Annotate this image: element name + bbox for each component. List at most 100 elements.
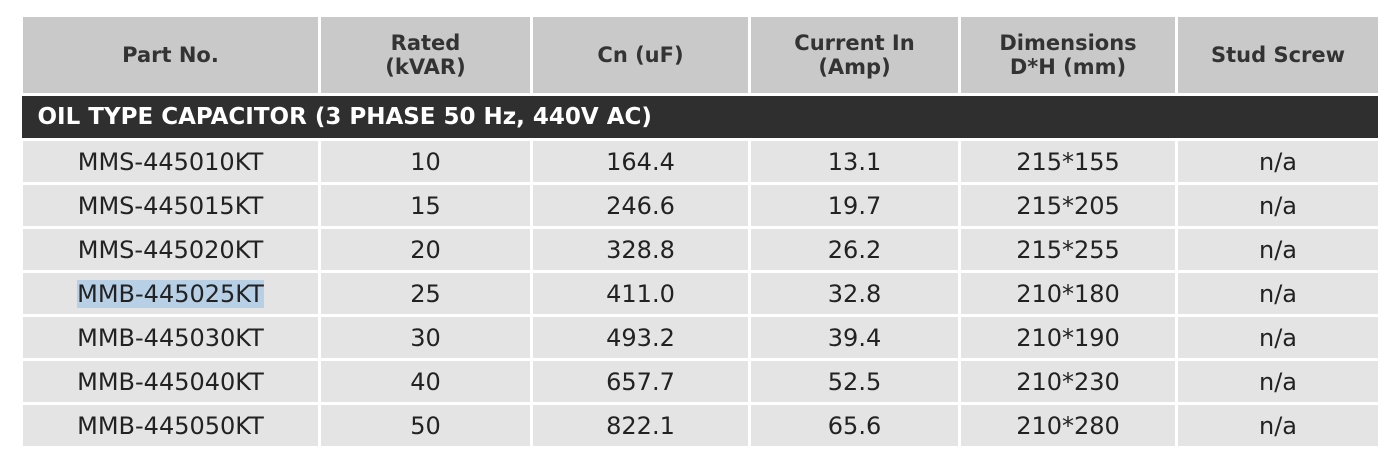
cell-text: MMS-445010KT — [77, 147, 264, 176]
cell-text: 52.5 — [827, 367, 882, 396]
cell-text: n/a — [1258, 323, 1297, 352]
table-cell: 52.5 — [748, 358, 961, 405]
cell-text: 164.4 — [606, 147, 675, 176]
cell-text: MMS-445020KT — [77, 235, 264, 264]
cell-text: 215*155 — [1016, 147, 1120, 176]
table-cell: 164.4 — [530, 138, 751, 185]
table-row: MMB-445040KT 40 657.7 52.5 210*230 n/a — [20, 358, 1381, 405]
column-header: Part No. — [20, 14, 321, 96]
cell-text: n/a — [1258, 279, 1297, 308]
table-cell: 26.2 — [748, 226, 961, 273]
cell-text: 39.4 — [827, 323, 882, 352]
cell-text: MMB-445030KT — [77, 323, 264, 352]
cell-text: 15 — [410, 191, 441, 220]
table-cell: 210*280 — [958, 402, 1178, 449]
cell-text: 246.6 — [606, 191, 675, 220]
cell-text: 30 — [410, 323, 441, 352]
section-row: OIL TYPE CAPACITOR (3 PHASE 50 Hz, 440V … — [21, 93, 1381, 141]
cell-text: 13.1 — [827, 147, 882, 176]
header-row: Part No. Rated (kVAR) Cn (uF) Current In (A… — [20, 14, 1381, 96]
table-cell: 822.1 — [530, 402, 751, 449]
table-cell: MMS-445015KT — [20, 182, 321, 229]
table-cell: n/a — [1175, 314, 1381, 361]
table-cell: 411.0 — [530, 270, 751, 317]
table-row: MMS-445020KT 20 328.8 26.2 215*255 n/a — [20, 226, 1381, 273]
table-cell: 32.8 — [748, 270, 961, 317]
table-cell: MMB-445040KT — [20, 358, 321, 405]
cell-text: 25 — [410, 279, 441, 308]
table-row: MMB-445025KT 25 411.0 32.8 210*180 n/a — [20, 270, 1381, 317]
table-row: MMS-445010KT 10 164.4 13.1 215*155 n/a — [20, 138, 1381, 185]
cell-text: MMB-445025KT — [77, 279, 264, 308]
table-cell: MMB-445050KT — [20, 402, 321, 449]
table-cell: 215*155 — [958, 138, 1178, 185]
table-cell: 25 — [318, 270, 533, 317]
table-cell: 50 — [318, 402, 533, 449]
table-cell: 493.2 — [530, 314, 751, 361]
table-cell: 15 — [318, 182, 533, 229]
cell-text: 215*205 — [1016, 191, 1120, 220]
table-cell: n/a — [1175, 138, 1381, 185]
table-cell: n/a — [1175, 226, 1381, 273]
cell-text: 19.7 — [827, 191, 882, 220]
column-header: Stud Screw — [1175, 14, 1381, 96]
table-cell: 40 — [318, 358, 533, 405]
cell-text: 210*280 — [1016, 411, 1120, 440]
table-cell: 210*190 — [958, 314, 1178, 361]
cell-text: 411.0 — [606, 279, 675, 308]
cell-text: MMB-445050KT — [77, 411, 264, 440]
cell-text: 210*180 — [1016, 279, 1120, 308]
section-title: OIL TYPE CAPACITOR (3 PHASE 50 Hz, 440V … — [21, 93, 1381, 141]
table-cell: n/a — [1175, 270, 1381, 317]
cell-text: 65.6 — [827, 411, 882, 440]
table-cell: 13.1 — [748, 138, 961, 185]
table-cell: 328.8 — [530, 226, 751, 273]
cell-text: 210*230 — [1016, 367, 1120, 396]
table-row: MMS-445015KT 15 246.6 19.7 215*205 n/a — [20, 182, 1381, 229]
cell-text: MMB-445040KT — [77, 367, 264, 396]
cell-text: 657.7 — [606, 367, 675, 396]
table-cell: 10 — [318, 138, 533, 185]
column-header: Current In (Amp) — [748, 14, 961, 96]
table-cell: 210*230 — [958, 358, 1178, 405]
table-cell: 215*255 — [958, 226, 1178, 273]
column-header: Dimensions D*H (mm) — [958, 14, 1178, 96]
table-cell: 39.4 — [748, 314, 961, 361]
cell-text: 210*190 — [1016, 323, 1120, 352]
table-cell: 19.7 — [748, 182, 961, 229]
table-cell: 657.7 — [530, 358, 751, 405]
cell-text: n/a — [1258, 191, 1297, 220]
spec-table: Part No. Rated (kVAR) Cn (uF) Current In (A… — [20, 14, 1381, 449]
table-row: MMB-445030KT 30 493.2 39.4 210*190 n/a — [20, 314, 1381, 361]
cell-text: 822.1 — [606, 411, 675, 440]
cell-text: 26.2 — [827, 235, 882, 264]
table-cell: 30 — [318, 314, 533, 361]
cell-text: MMS-445015KT — [77, 191, 264, 220]
table-cell: MMS-445020KT — [20, 226, 321, 273]
cell-text: 50 — [410, 411, 441, 440]
cell-text: 40 — [410, 367, 441, 396]
cell-text: n/a — [1258, 235, 1297, 264]
cell-text: 32.8 — [827, 279, 882, 308]
table-cell: n/a — [1175, 358, 1381, 405]
cell-text: 328.8 — [606, 235, 675, 264]
cell-text: 20 — [410, 235, 441, 264]
table-cell: n/a — [1175, 402, 1381, 449]
cell-text: 10 — [410, 147, 441, 176]
table-cell: 20 — [318, 226, 533, 273]
cell-text: 493.2 — [606, 323, 675, 352]
table-cell: 246.6 — [530, 182, 751, 229]
table-row: MMB-445050KT 50 822.1 65.6 210*280 n/a — [20, 402, 1381, 449]
cell-text: n/a — [1258, 147, 1297, 176]
table-cell: 215*205 — [958, 182, 1178, 229]
table-cell: MMB-445030KT — [20, 314, 321, 361]
cell-text: n/a — [1258, 367, 1297, 396]
table-body: OIL TYPE CAPACITOR (3 PHASE 50 Hz, 440V … — [20, 93, 1381, 449]
cell-text: n/a — [1258, 411, 1297, 440]
table-cell: n/a — [1175, 182, 1381, 229]
table-cell: MMB-445025KT — [20, 270, 321, 317]
table-cell: 210*180 — [958, 270, 1178, 317]
table-cell: MMS-445010KT — [20, 138, 321, 185]
column-header: Cn (uF) — [530, 14, 751, 96]
